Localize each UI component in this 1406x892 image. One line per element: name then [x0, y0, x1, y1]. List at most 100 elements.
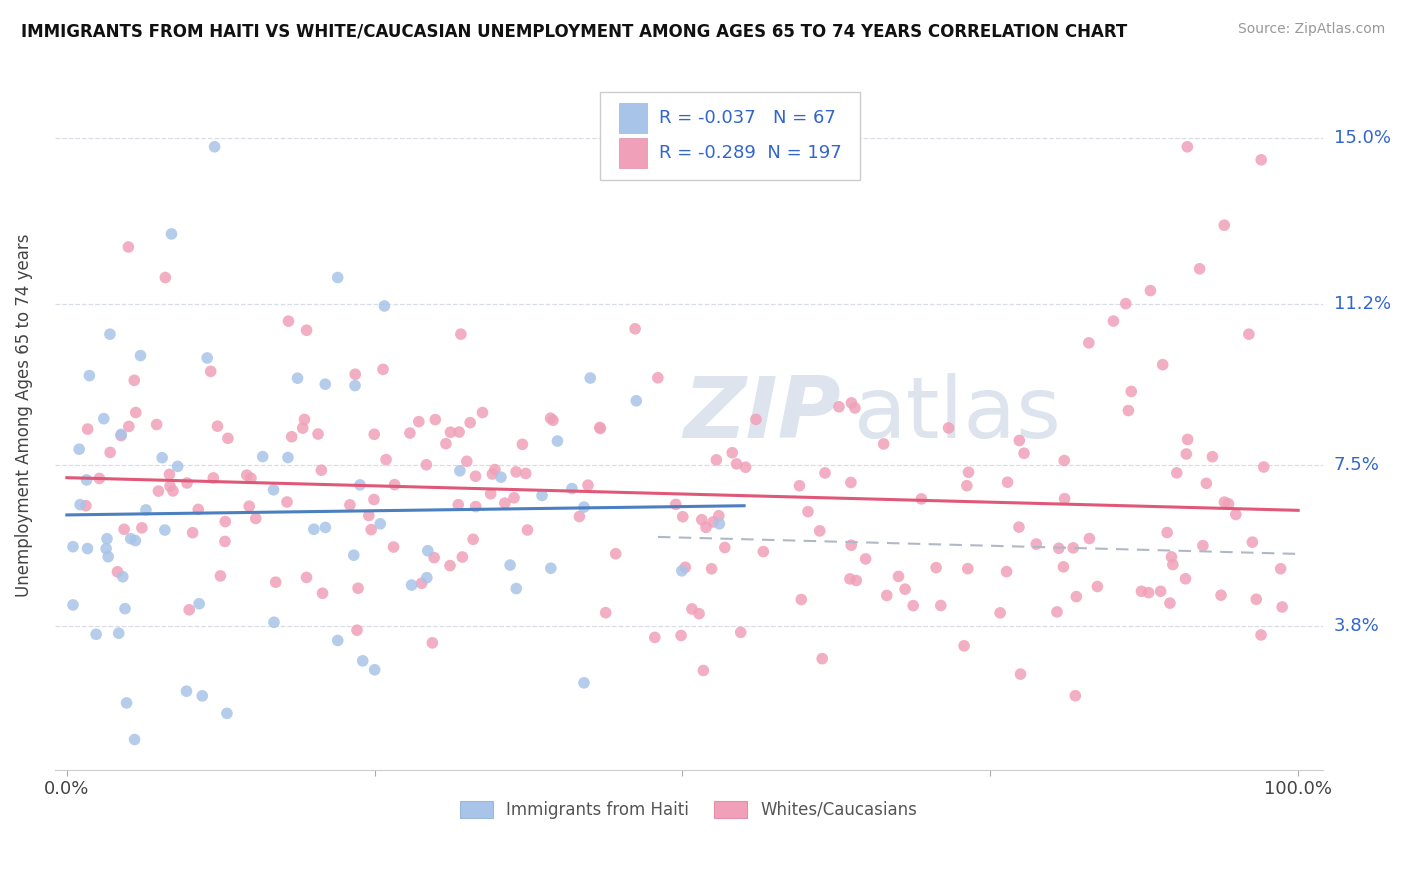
Point	[145, 417, 167, 432]
Point	[415, 458, 437, 472]
Point	[384, 477, 406, 491]
Point	[107, 626, 129, 640]
Point	[166, 459, 188, 474]
Point	[841, 396, 863, 410]
Point	[349, 478, 371, 492]
Point	[1213, 495, 1236, 509]
Point	[688, 607, 710, 621]
Point	[294, 412, 316, 426]
Point	[925, 560, 948, 574]
Point	[589, 421, 612, 435]
Point	[110, 428, 132, 442]
Point	[107, 565, 129, 579]
Point	[790, 592, 813, 607]
Point	[1152, 358, 1174, 372]
Point	[215, 706, 238, 721]
Point	[572, 500, 595, 514]
Point	[159, 479, 181, 493]
Point	[311, 586, 333, 600]
Text: 3.8%: 3.8%	[1334, 617, 1379, 635]
Point	[709, 516, 731, 531]
Point	[464, 469, 486, 483]
Point	[326, 270, 349, 285]
Point	[408, 415, 430, 429]
Point	[1115, 296, 1137, 310]
Point	[1085, 580, 1108, 594]
Point	[471, 405, 494, 419]
Point	[295, 570, 318, 584]
Point	[838, 572, 860, 586]
Point	[94, 541, 117, 556]
Point	[291, 421, 314, 435]
Point	[1046, 605, 1069, 619]
Point	[344, 368, 367, 382]
Point	[464, 500, 486, 514]
Point	[79, 368, 101, 383]
Point	[953, 639, 976, 653]
Point	[276, 495, 298, 509]
Point	[1077, 335, 1099, 350]
Point	[434, 436, 457, 450]
Point	[204, 140, 226, 154]
Point	[209, 569, 232, 583]
Point	[277, 314, 299, 328]
Point	[1175, 140, 1198, 154]
Point	[503, 491, 526, 505]
Point	[302, 522, 325, 536]
Point	[181, 525, 204, 540]
Point	[903, 599, 925, 613]
Point	[75, 499, 97, 513]
Point	[956, 562, 979, 576]
Point	[1161, 558, 1184, 572]
Point	[76, 541, 98, 556]
Point	[1188, 261, 1211, 276]
Point	[416, 571, 439, 585]
Point	[671, 564, 693, 578]
Point	[416, 543, 439, 558]
Point	[120, 532, 142, 546]
Point	[1166, 466, 1188, 480]
Legend: Immigrants from Haiti, Whites/Caucasians: Immigrants from Haiti, Whites/Caucasians	[453, 794, 924, 826]
Y-axis label: Unemployment Among Ages 65 to 74 years: Unemployment Among Ages 65 to 74 years	[15, 233, 32, 597]
Point	[93, 411, 115, 425]
Point	[360, 523, 382, 537]
Point	[1118, 403, 1140, 417]
Point	[700, 562, 723, 576]
Point	[515, 467, 537, 481]
Point	[439, 425, 461, 440]
Point	[373, 299, 395, 313]
Point	[1237, 327, 1260, 342]
Point	[352, 654, 374, 668]
Point	[1064, 689, 1087, 703]
Point	[1010, 667, 1032, 681]
Point	[401, 578, 423, 592]
Point	[797, 505, 820, 519]
Point	[343, 548, 366, 562]
Point	[789, 479, 811, 493]
Point	[1066, 590, 1088, 604]
Point	[1025, 537, 1047, 551]
Point	[730, 625, 752, 640]
Point	[160, 227, 183, 241]
Point	[450, 327, 472, 342]
Point	[576, 478, 599, 492]
Point	[626, 393, 648, 408]
Point	[1047, 541, 1070, 556]
Point	[734, 460, 756, 475]
Point	[844, 401, 866, 415]
Point	[343, 378, 366, 392]
Point	[449, 464, 471, 478]
Point	[872, 437, 894, 451]
Point	[347, 581, 370, 595]
Point	[176, 475, 198, 490]
Point	[1192, 539, 1215, 553]
Point	[721, 446, 744, 460]
Point	[956, 478, 979, 492]
Point	[1250, 628, 1272, 642]
Point	[624, 322, 647, 336]
Point	[995, 565, 1018, 579]
Point	[277, 450, 299, 465]
Point	[69, 498, 91, 512]
Point	[669, 628, 692, 642]
Point	[425, 412, 447, 426]
